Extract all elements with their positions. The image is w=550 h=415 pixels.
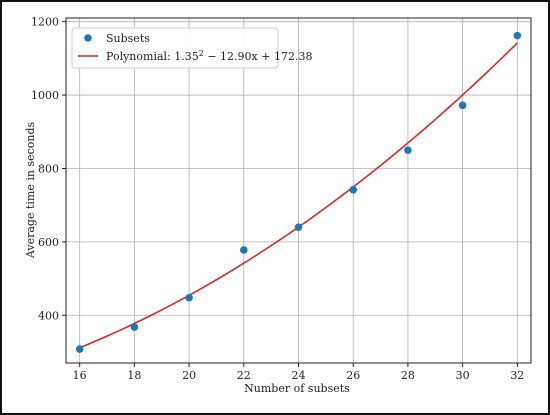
data-points (75, 31, 522, 353)
y-tick-label: 1200 (31, 16, 59, 29)
axis-ticks: 16 18 20 22 24 26 28 30 32 400 600 800 1000 1200 (31, 16, 524, 382)
data-point (349, 185, 358, 194)
legend-marker-subsets (84, 34, 92, 42)
x-tick-label: 20 (182, 369, 196, 382)
y-tick-label: 800 (38, 162, 59, 175)
x-tick-label: 24 (292, 369, 306, 382)
y-tick-label: 400 (38, 309, 59, 322)
x-tick-label: 16 (73, 369, 87, 382)
y-tick-label: 1000 (31, 89, 59, 102)
x-tick-label: 32 (510, 369, 524, 382)
y-tick-label: 600 (38, 236, 59, 249)
y-axis-label: Average time in seconds (24, 122, 37, 260)
legend-box (71, 27, 279, 69)
data-point (75, 345, 84, 353)
x-tick-label: 26 (346, 369, 360, 382)
x-tick-label: 30 (456, 369, 470, 382)
x-axis-label: Number of subsets (244, 382, 350, 395)
legend-polynomial-exponent: 2 (199, 49, 204, 58)
data-point (294, 223, 303, 232)
data-point (239, 246, 248, 254)
legend: Subsets Polynomial: 1.352 − 12.90x + 172… (71, 27, 312, 69)
data-point (513, 31, 522, 40)
legend-label-polynomial: Polynomial: 1.352 − 12.90x + 172.38 (106, 49, 312, 63)
data-point (130, 323, 139, 331)
legend-label-subsets: Subsets (106, 32, 150, 45)
data-point (185, 293, 193, 302)
grid-lines (66, 18, 531, 363)
x-tick-label: 18 (127, 369, 141, 382)
legend-polynomial-suffix: − 12.90x + 172.38 (204, 50, 313, 63)
x-tick-label: 22 (237, 369, 251, 382)
data-point (404, 146, 412, 154)
x-tick-label: 28 (401, 369, 415, 382)
data-point (458, 101, 467, 110)
legend-polynomial-prefix: Polynomial: 1.35 (106, 50, 199, 63)
